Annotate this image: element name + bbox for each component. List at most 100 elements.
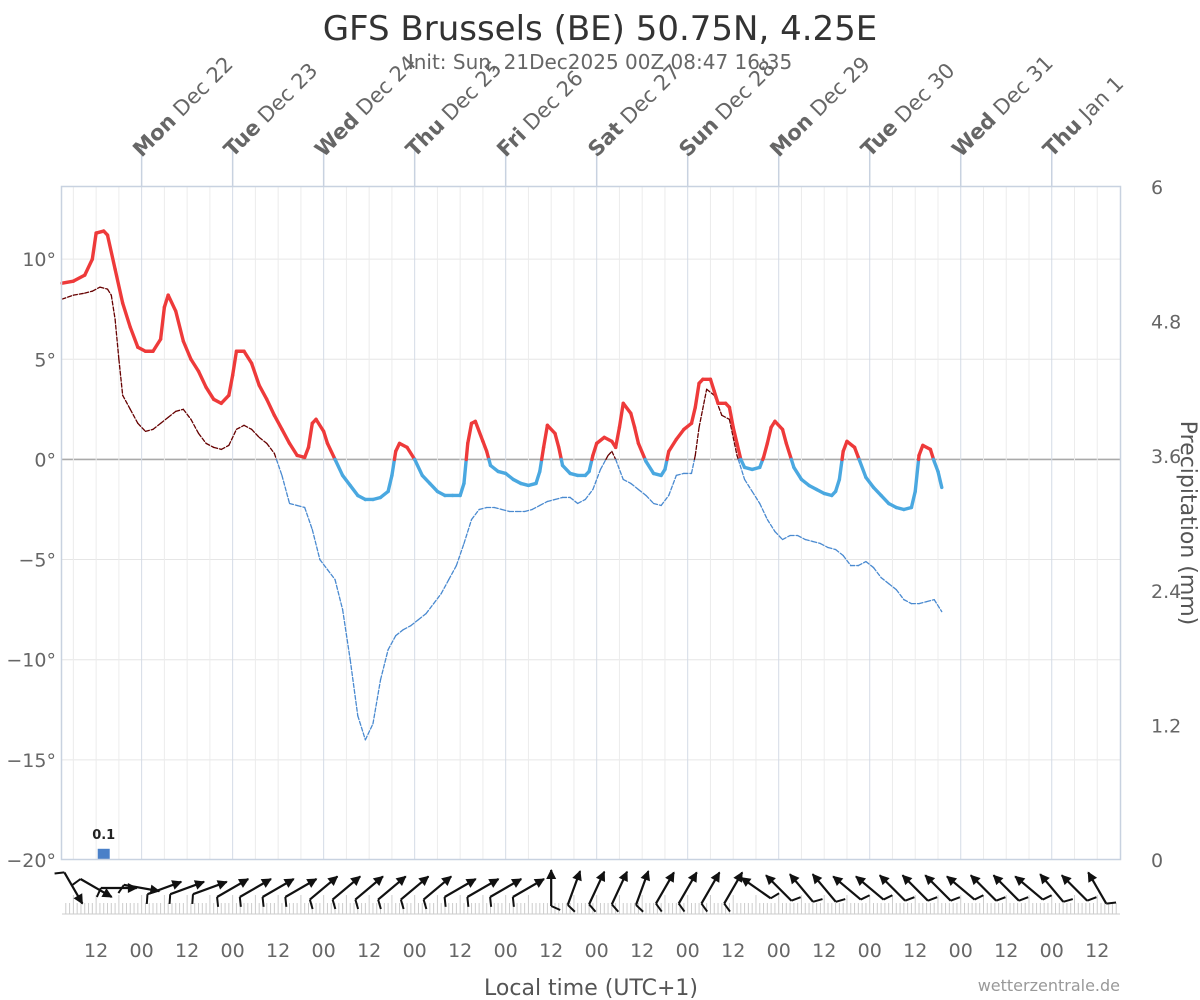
series-line-segment [621, 401, 633, 416]
series-line-segment [706, 388, 715, 396]
wind-barb-head [1087, 871, 1098, 883]
wind-barb [54, 871, 84, 905]
series-line-segment [693, 381, 701, 410]
series-line-segment [727, 405, 735, 430]
series-line-segment [675, 472, 685, 477]
series-line-segment [478, 506, 488, 511]
series-line-segment [933, 598, 943, 613]
day-label: Thu Jan 1 [1038, 72, 1128, 162]
temperature-axis: 10° 5° 0° −5° −10° −15° −20° [6, 249, 56, 872]
wind-barb-feather [511, 896, 515, 907]
x-tick-label: 00 [312, 940, 336, 962]
series-line-segment [540, 445, 546, 462]
wind-barb-head [992, 874, 1004, 886]
series-line-segment [852, 445, 861, 460]
wind-barb-feather [1042, 894, 1053, 901]
series-line-segment [932, 459, 940, 474]
series-line-segment [903, 598, 913, 605]
series-line-segment [128, 325, 140, 349]
wind-barb-feather [71, 878, 82, 886]
y-right-tick-label: 2.4 [1151, 581, 1181, 603]
series-line-segment [189, 357, 201, 373]
series-line-segment [213, 446, 222, 451]
wind-barb-feather [284, 896, 288, 907]
x-tick-label: 12 [812, 940, 836, 962]
series-line-segment [668, 474, 677, 497]
series-line-segment [827, 546, 837, 551]
wind-barb [443, 878, 477, 907]
series-line-segment [645, 494, 655, 505]
wind-barb-feather [354, 899, 360, 910]
wind-barb-feather [860, 894, 871, 901]
wind-barb-head [946, 875, 958, 887]
wind-barb-head [901, 874, 913, 886]
series-line-segment [402, 625, 412, 631]
wind-barb [191, 880, 228, 905]
series-line-segment [120, 301, 132, 329]
series-line-segment [698, 388, 708, 429]
wind-barb [511, 878, 545, 907]
series-line-segment [925, 598, 935, 603]
wind-barb-feather [588, 903, 597, 913]
series-line-segment [804, 538, 814, 543]
wind-barb [700, 871, 721, 913]
day-label-date: Dec 30 [885, 58, 959, 132]
series-line-segment [110, 294, 116, 320]
series-line-segment [652, 502, 662, 507]
day-label-date: Dec 31 [984, 51, 1058, 125]
series-line-segment [607, 450, 613, 457]
series-line-segment [546, 498, 556, 503]
wind-barb [946, 875, 984, 901]
series-line-segment [864, 475, 876, 490]
series-line-segment [784, 441, 794, 462]
series-line-segment [895, 588, 905, 601]
series-line-segment [693, 454, 696, 461]
y-right-axis-title: Precipitation (mm) [1175, 421, 1200, 626]
series-line-segment [197, 432, 207, 445]
series-line-segment [591, 441, 599, 458]
wind-barb-feather [883, 894, 893, 901]
series-line-segment [306, 421, 314, 450]
wind-barb [117, 883, 161, 895]
x-tick-label: 00 [403, 940, 427, 962]
wind-barb [238, 878, 272, 907]
series-line-segment [166, 293, 178, 313]
wind-barb [145, 880, 183, 905]
series-line-segment [167, 410, 177, 418]
x-tick-label: 00 [221, 940, 245, 962]
series-line-segment [473, 419, 485, 444]
series-line-segment [242, 349, 254, 365]
wind-barb-head [510, 878, 523, 888]
wind-barb-feather [635, 904, 644, 913]
wind-barb-feather [904, 896, 915, 902]
series-line-segment [592, 468, 602, 491]
x-tick-label: 00 [858, 940, 882, 962]
wind-barb-feather [1063, 898, 1074, 903]
y-tick-label: −5° [18, 550, 56, 572]
day-label-date: Jan 1 [1070, 72, 1129, 131]
wind-barb-feather [677, 903, 686, 913]
series-line-segment [523, 508, 533, 513]
x-tick-label: 12 [994, 940, 1018, 962]
wind-barb [610, 870, 629, 913]
y-tick-label: −15° [6, 750, 56, 772]
series-line-segment [118, 358, 124, 396]
day-label-date: Dec 22 [164, 52, 238, 126]
series-line-segment [611, 450, 617, 461]
series-line-segment [759, 502, 768, 521]
wind-barb-feather [399, 899, 405, 910]
series-line-segment [712, 389, 720, 406]
x-tick-label: 12 [357, 940, 381, 962]
series-line-segment [765, 425, 773, 446]
series-line-segment [660, 494, 670, 507]
series-line-segment [235, 424, 245, 431]
wind-barb [566, 870, 582, 913]
series-line-segment [144, 428, 154, 433]
day-label: Sat Dec 27 [583, 60, 685, 162]
wind-barb-head [372, 875, 384, 887]
series-line-segment [159, 416, 169, 425]
wind-barb [466, 878, 500, 907]
series-line-segment [599, 458, 607, 471]
series-line-segment [918, 600, 928, 605]
